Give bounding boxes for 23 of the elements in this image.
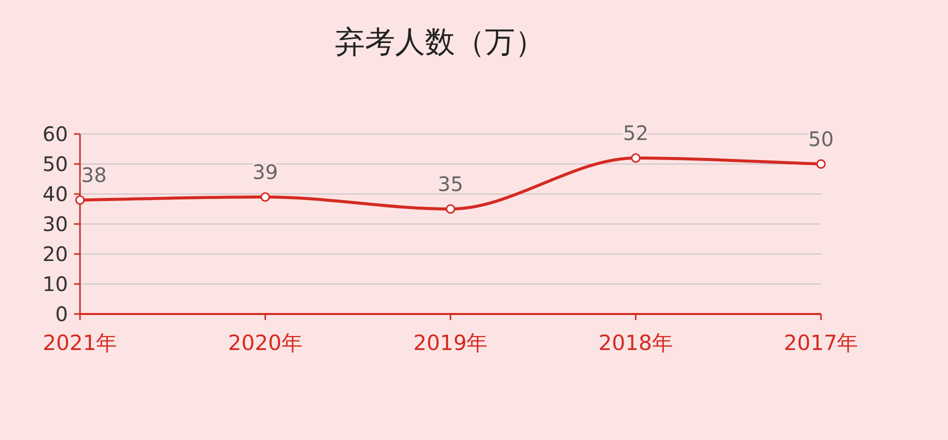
- point: [631, 153, 640, 163]
- x-tick-label: 2017年: [784, 331, 858, 355]
- title: 弃考人数（万）: [335, 25, 545, 60]
- data-label: 50: [808, 127, 834, 151]
- data-label: 35: [438, 172, 464, 196]
- y-tick-label: 50: [42, 152, 68, 176]
- x-tick-label: 2019年: [413, 331, 488, 355]
- y-tick-label: 30: [42, 212, 68, 236]
- y-tick-label: 20: [42, 242, 68, 266]
- point: [446, 204, 456, 214]
- x-tick-label: 2021年: [42, 331, 118, 355]
- data-label: 52: [623, 121, 648, 145]
- point: [75, 195, 85, 205]
- y-tick-label: 0: [55, 302, 68, 326]
- point: [260, 192, 270, 202]
- x-tick-label: 2020年: [228, 331, 302, 355]
- data-label: 38: [81, 163, 107, 187]
- y-tick-label: 40: [42, 182, 68, 206]
- x-tick-label: 2018年: [598, 331, 673, 355]
- y-tick-label: 60: [42, 122, 68, 146]
- data-label: 39: [252, 160, 278, 184]
- y-tick-label: 10: [42, 272, 68, 296]
- point: [816, 159, 826, 169]
